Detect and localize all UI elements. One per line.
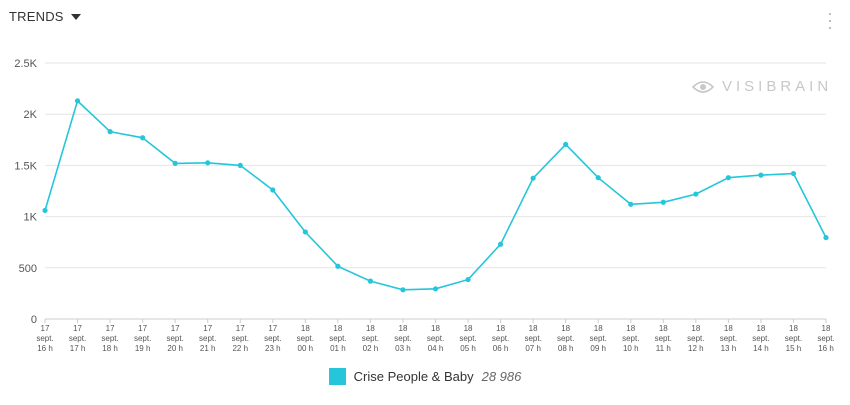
watermark-text: VISIBRAIN: [722, 78, 833, 95]
data-point[interactable]: [107, 129, 113, 135]
data-point[interactable]: [725, 175, 731, 181]
x-tick-label: 17 sept. 16 h: [36, 324, 53, 353]
x-tick-label: 18 sept. 07 h: [524, 324, 541, 353]
x-tick-label: 18 sept. 14 h: [752, 324, 769, 353]
x-tick-label: 18 sept. 13 h: [720, 324, 737, 353]
chart-grid: [45, 62, 826, 320]
data-point[interactable]: [302, 229, 308, 235]
y-tick-label: 1K: [24, 212, 38, 224]
eye-icon: [692, 80, 714, 93]
series-line: [44, 99, 827, 291]
visibrain-watermark: VISIBRAIN: [692, 78, 832, 95]
data-point[interactable]: [628, 201, 634, 207]
chart-legend[interactable]: Crise People & Baby 28 986: [0, 368, 850, 385]
data-point[interactable]: [400, 287, 406, 293]
x-tick-label: 18 sept. 03 h: [394, 324, 411, 353]
x-tick-label: 18 sept. 04 h: [427, 324, 444, 353]
data-point[interactable]: [790, 170, 797, 177]
trends-title: TRENDS: [9, 9, 64, 24]
x-tick-label: 18 sept. 08 h: [557, 324, 574, 353]
x-tick-label: 18 sept. 11 h: [655, 324, 672, 353]
x-tick-label: 18 sept. 01 h: [329, 324, 346, 353]
data-point[interactable]: [660, 199, 666, 205]
legend-series-total: 28 986: [481, 369, 522, 384]
x-tick-label: 18 sept. 16 h: [817, 324, 834, 353]
x-tick-label: 17 sept. 20 h: [166, 324, 183, 353]
x-tick-label: 18 sept. 10 h: [622, 324, 639, 353]
data-point[interactable]: [693, 191, 699, 197]
legend-series-name: Crise People & Baby: [353, 369, 474, 384]
x-tick-label: 17 sept. 22 h: [232, 324, 249, 353]
x-tick-label: 17 sept. 21 h: [199, 324, 216, 353]
data-point[interactable]: [595, 175, 601, 181]
x-tick-label: 17 sept. 19 h: [134, 324, 151, 353]
y-tick-label: 0: [31, 314, 37, 326]
data-point[interactable]: [465, 276, 471, 283]
x-axis-ticks: 17 sept. 16 h 17 sept. 17 h 17 sept. 18 h 17 sept.…: [36, 319, 835, 353]
x-tick-label: 18 sept. 05 h: [459, 324, 476, 353]
data-point[interactable]: [758, 172, 764, 178]
data-point[interactable]: [563, 141, 569, 148]
data-point[interactable]: [270, 187, 276, 193]
data-point[interactable]: [367, 278, 374, 284]
x-tick-label: 18 sept. 09 h: [590, 324, 607, 353]
y-tick-label: 1.5K: [14, 160, 37, 172]
data-point[interactable]: [205, 160, 211, 166]
x-tick-label: 18 sept. 02 h: [362, 324, 379, 353]
x-tick-label: 17 sept. 17 h: [69, 324, 86, 353]
series-points: [42, 98, 829, 293]
data-point[interactable]: [497, 241, 504, 247]
x-tick-label: 18 sept. 06 h: [492, 324, 509, 353]
x-tick-label: 18 sept. 12 h: [687, 324, 704, 353]
data-point[interactable]: [823, 234, 829, 241]
legend-swatch[interactable]: [328, 368, 346, 385]
data-point[interactable]: [140, 135, 146, 141]
data-point[interactable]: [74, 98, 81, 104]
x-tick-label: 18 sept. 15 h: [785, 324, 802, 353]
y-axis-ticks: 0 500 1K 1.5K 2K 2.5K: [14, 58, 37, 326]
trends-dropdown[interactable]: TRENDS: [9, 9, 81, 24]
data-point[interactable]: [335, 263, 341, 269]
caret-down-icon: [70, 14, 81, 20]
x-tick-label: 17 sept. 23 h: [264, 324, 281, 353]
x-tick-label: 17 sept. 18 h: [101, 324, 118, 353]
data-point[interactable]: [432, 286, 439, 292]
x-tick-label: 18 sept. 00 h: [297, 324, 314, 353]
data-point[interactable]: [172, 160, 178, 166]
data-point[interactable]: [237, 162, 243, 168]
data-point[interactable]: [42, 207, 48, 214]
data-point[interactable]: [530, 175, 536, 181]
more-options-icon[interactable]: [827, 13, 833, 29]
y-tick-label: 2.5K: [14, 58, 37, 70]
y-tick-label: 2K: [24, 109, 38, 121]
y-tick-label: 500: [19, 263, 37, 275]
